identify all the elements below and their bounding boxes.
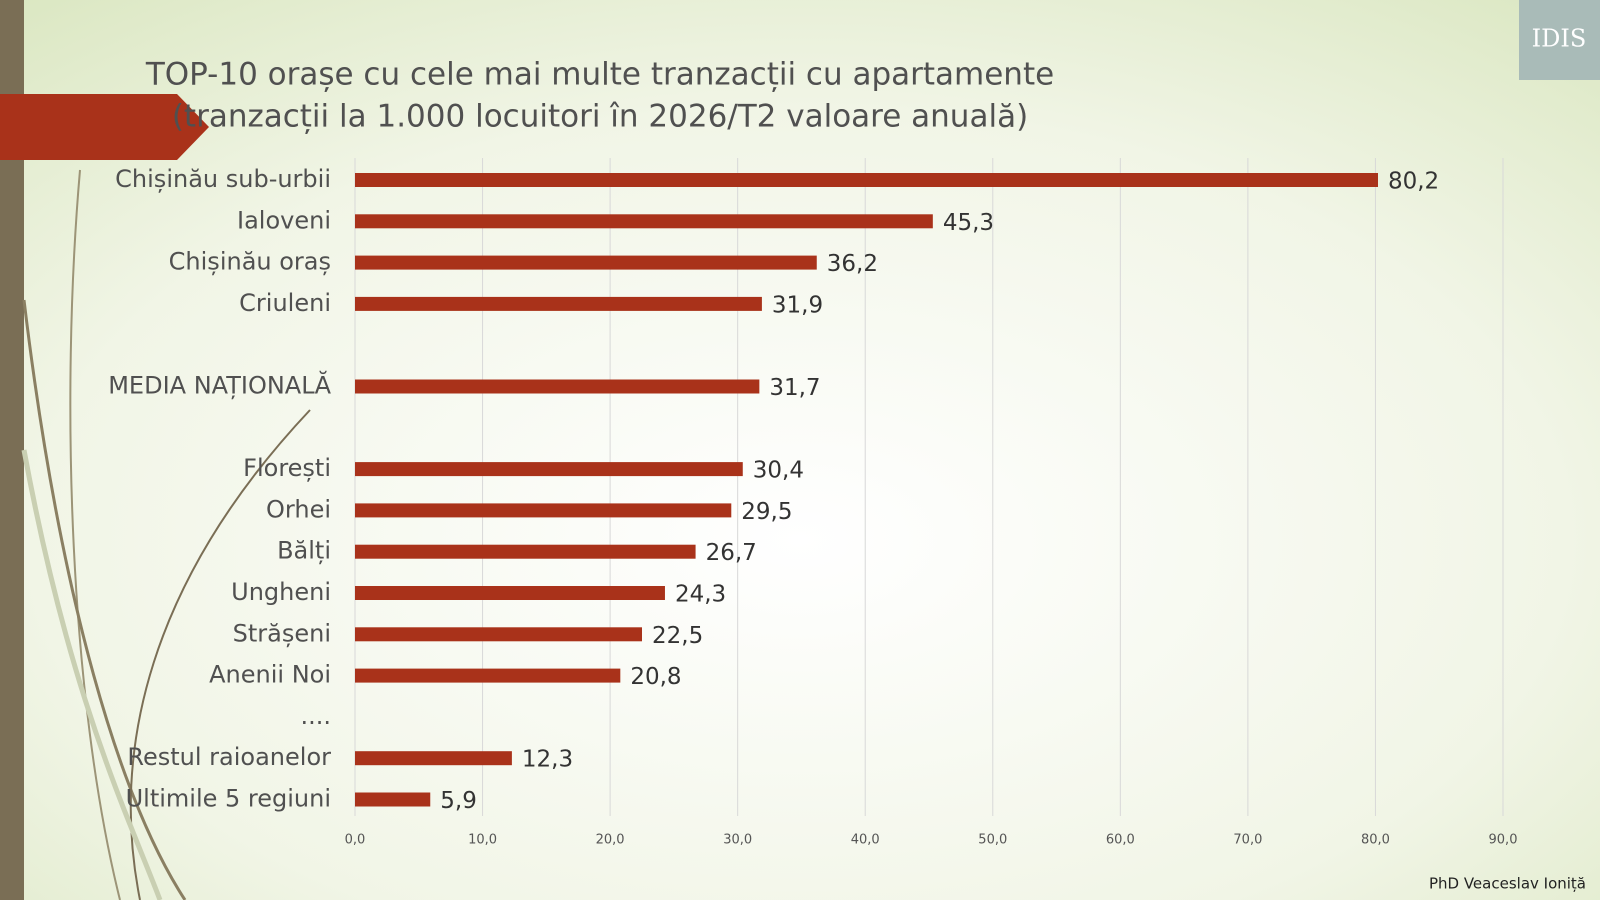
bar — [355, 214, 933, 229]
x-tick-label: 80,0 — [1361, 833, 1390, 848]
bar — [355, 751, 512, 766]
y-tick-label: MEDIA NAȚIONALĂ — [108, 370, 331, 400]
y-tick-label: Restul raioanelor — [127, 743, 331, 771]
y-tick-label: Anenii Noi — [209, 661, 331, 689]
decoration — [21, 449, 163, 900]
bar — [355, 627, 642, 642]
y-tick-label: Bălți — [277, 537, 331, 565]
y-tick-label: Criuleni — [239, 289, 331, 317]
x-tick-label: 60,0 — [1106, 833, 1135, 848]
x-tick-label: 70,0 — [1233, 833, 1262, 848]
x-tick-label: 20,0 — [596, 833, 625, 848]
decoration — [69, 169, 121, 900]
value-label: 31,9 — [772, 292, 823, 318]
bar — [355, 379, 760, 394]
value-label: 12,3 — [522, 747, 573, 773]
value-label: 80,2 — [1388, 169, 1439, 195]
y-tick-label: Ultimile 5 regiuni — [126, 785, 331, 813]
x-tick-label: 40,0 — [851, 833, 880, 848]
decoration — [129, 409, 311, 900]
decoration — [22, 299, 187, 900]
x-tick-label: 90,0 — [1489, 833, 1518, 848]
bar — [355, 255, 817, 270]
source: PhD Veaceslav Ioniță — [1429, 875, 1586, 893]
chart-title: TOP-10 orașe cu cele mai multe tranzacți… — [145, 57, 1054, 93]
value-label: 5,9 — [440, 788, 477, 814]
value-label: 20,8 — [630, 664, 681, 690]
value-label: 29,5 — [741, 499, 792, 525]
value-label: 36,2 — [827, 251, 878, 277]
y-tick-label: Ungheni — [231, 578, 331, 606]
title-arrow — [0, 94, 209, 160]
value-label: 31,7 — [769, 375, 820, 401]
bar — [355, 503, 732, 518]
logo-box — [1519, 0, 1600, 80]
value-label: 45,3 — [943, 210, 994, 236]
x-tick-label: 50,0 — [978, 833, 1007, 848]
y-tick-label: Orhei — [266, 495, 331, 523]
value-label: 22,5 — [652, 623, 703, 649]
bar — [355, 173, 1378, 187]
value-label: 30,4 — [753, 458, 804, 484]
value-label: 24,3 — [675, 582, 726, 608]
x-tick-label: 0,0 — [345, 833, 366, 848]
bar — [355, 586, 665, 600]
chart-subtitle: (tranzacții la 1.000 locuitori în 2026/T… — [172, 99, 1028, 135]
value-label: 26,7 — [706, 540, 757, 566]
y-tick-label: Chișinău oraș — [169, 248, 331, 276]
y-tick-label: Ialoveni — [237, 206, 331, 234]
bar — [355, 668, 621, 683]
y-tick-label: .... — [300, 702, 331, 730]
y-tick-label: Florești — [243, 454, 331, 482]
x-tick-label: 30,0 — [723, 833, 752, 848]
logo: IDIS — [1532, 25, 1587, 53]
bar — [355, 296, 762, 311]
y-tick-label: Strășeni — [233, 619, 331, 647]
x-tick-label: 10,0 — [468, 833, 497, 848]
bar — [355, 462, 743, 477]
bar — [355, 792, 431, 807]
y-tick-label: Chișinău sub-urbii — [115, 165, 331, 193]
bar — [355, 544, 696, 559]
